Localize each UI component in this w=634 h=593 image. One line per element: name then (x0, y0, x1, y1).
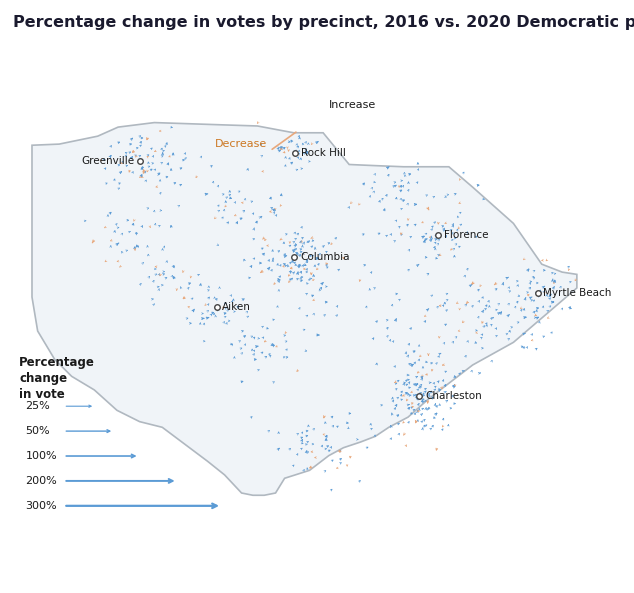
Text: Increase: Increase (329, 100, 376, 110)
Text: 100%: 100% (25, 451, 57, 461)
Text: 300%: 300% (25, 501, 57, 511)
Text: 200%: 200% (25, 476, 57, 486)
Polygon shape (32, 123, 577, 495)
Text: Columbia: Columbia (300, 253, 349, 263)
Text: Decrease: Decrease (216, 139, 268, 149)
Text: Myrtle Beach: Myrtle Beach (543, 288, 612, 298)
Text: Florence: Florence (444, 230, 488, 240)
Text: Charleston: Charleston (425, 391, 482, 401)
Text: Aiken: Aiken (223, 302, 251, 313)
Text: Rock Hill: Rock Hill (301, 148, 346, 158)
Text: 25%: 25% (25, 401, 50, 411)
Text: Percentage
change
in vote: Percentage change in vote (19, 356, 95, 401)
Text: 50%: 50% (25, 426, 50, 436)
Text: Percentage change in votes by precinct, 2016 vs. 2020 Democratic primary: Percentage change in votes by precinct, … (13, 15, 634, 30)
Text: Greenville: Greenville (82, 156, 134, 166)
